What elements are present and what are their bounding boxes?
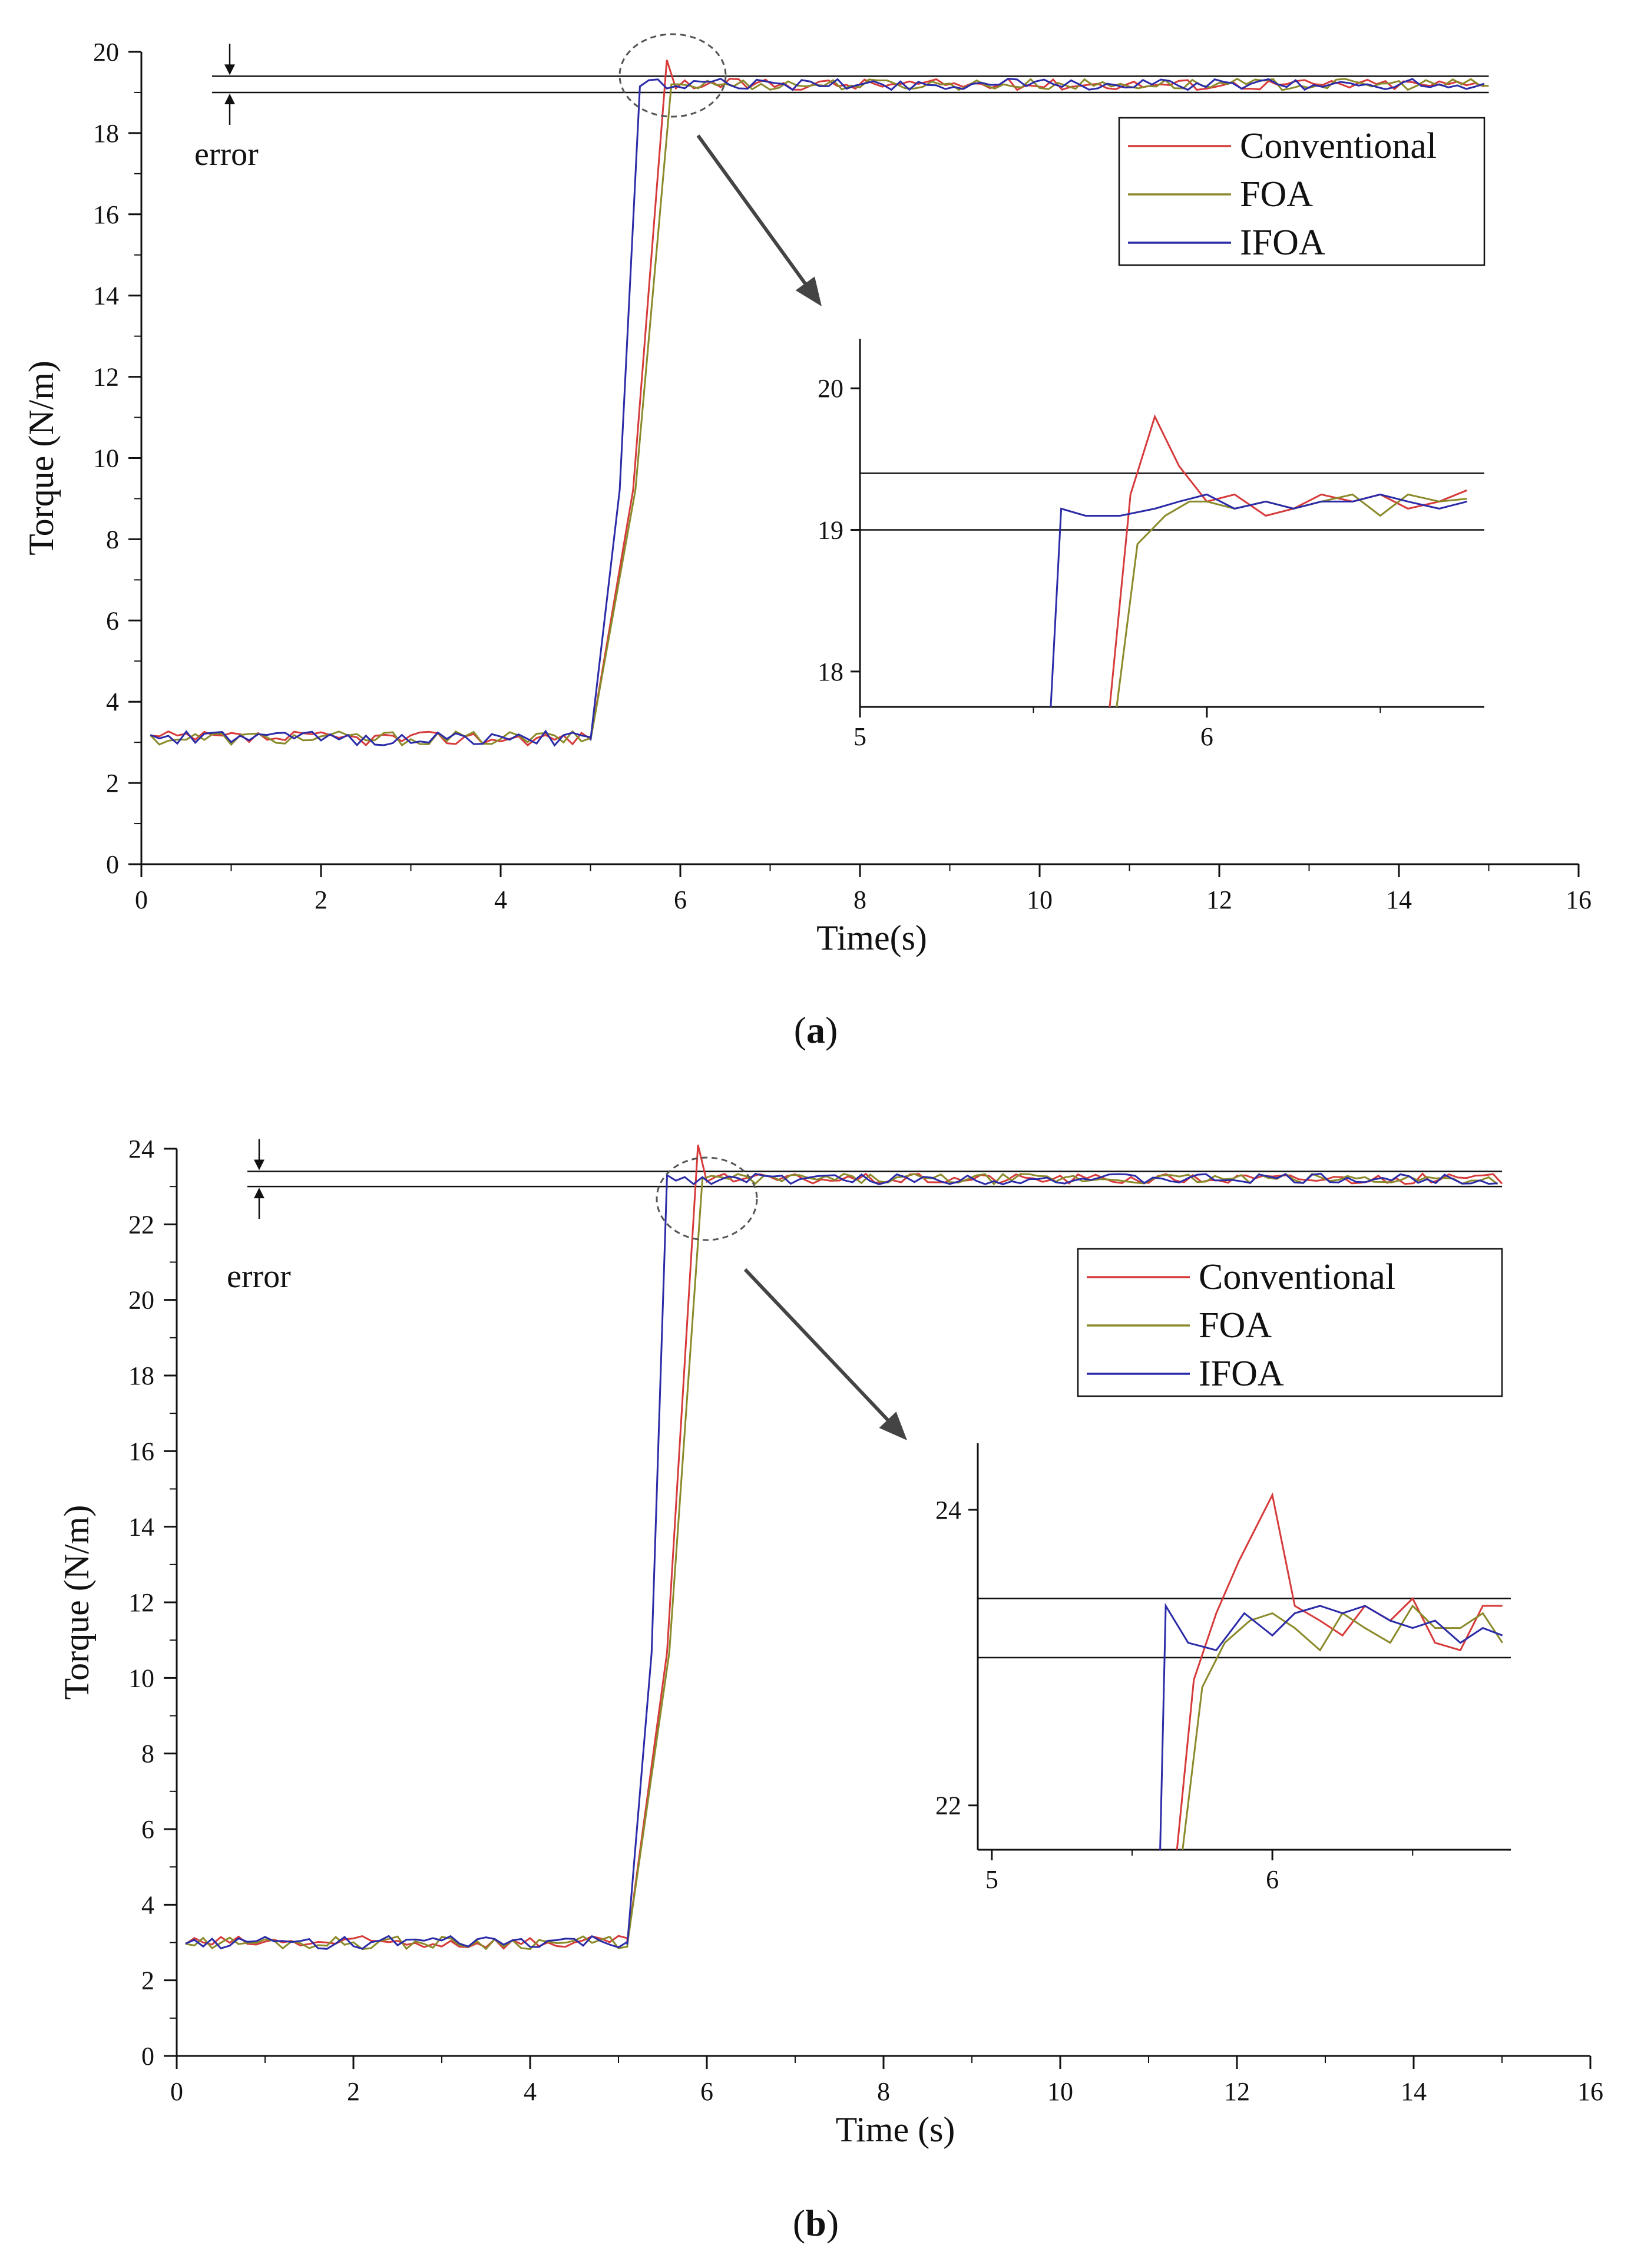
inset-series-line-ifoa bbox=[1050, 493, 1467, 707]
y-tick-label: 10 bbox=[128, 1664, 154, 1692]
y-tick-label: 8 bbox=[106, 525, 119, 554]
inset-series-line-ifoa bbox=[1159, 1602, 1503, 1850]
inset-x-tick-label: 5 bbox=[985, 1865, 998, 1894]
x-tick-label: 10 bbox=[1027, 885, 1053, 914]
inset-series-line-conventional bbox=[1176, 1492, 1503, 1850]
zoom-highlight-ellipse bbox=[656, 1156, 758, 1241]
inset-chart: 5 6 22 24 bbox=[935, 1443, 1511, 1894]
inset-y-tick-label: 22 bbox=[935, 1791, 961, 1820]
legend-box bbox=[1077, 1248, 1503, 1397]
x-tick-label: 8 bbox=[877, 2077, 890, 2106]
y-tick-label: 8 bbox=[141, 1740, 154, 1768]
y-tick-label: 4 bbox=[141, 1890, 154, 1919]
legend-label-foa: FOA bbox=[1240, 174, 1313, 214]
error-arrow-down-head bbox=[254, 1159, 264, 1171]
x-tick-label: 16 bbox=[1566, 885, 1592, 914]
y-tick-label: 6 bbox=[106, 606, 119, 635]
y-tick-label: 18 bbox=[128, 1361, 154, 1390]
x-axis-title: Time(s) bbox=[816, 918, 927, 957]
x-tick-label: 2 bbox=[347, 2077, 360, 2106]
x-tick-label: 10 bbox=[1047, 2077, 1073, 2106]
x-tick-label: 4 bbox=[494, 885, 507, 914]
inset-y-tick-label: 19 bbox=[818, 516, 843, 545]
series-line-conventional bbox=[185, 1145, 1503, 1950]
panel-caption: (b) bbox=[793, 2202, 839, 2244]
chart-panel-a: 0 2 4 6 8 10 12 14 16 0 2 4 6 8 10 12 14 16 18 20 Time(s) Tor… bbox=[22, 33, 1592, 1051]
zoom-arrow-head bbox=[795, 276, 822, 306]
inset-series-line-conventional bbox=[1109, 414, 1468, 707]
inset-series-line-foa bbox=[1182, 1604, 1503, 1850]
zoom-highlight-ellipse bbox=[618, 33, 727, 118]
x-tick-label: 0 bbox=[135, 885, 148, 914]
legend-label-foa: FOA bbox=[1199, 1305, 1272, 1345]
inset-x-tick-label: 6 bbox=[1266, 1865, 1279, 1894]
x-tick-label: 8 bbox=[853, 885, 866, 914]
x-tick-label: 16 bbox=[1577, 2077, 1603, 2106]
inset-series-line-foa bbox=[1116, 493, 1467, 707]
y-tick-label: 20 bbox=[93, 38, 119, 67]
zoom-arrow-shaft bbox=[743, 1268, 896, 1429]
error-arrow-up-head bbox=[224, 93, 235, 104]
legend-label-ifoa: IFOA bbox=[1199, 1354, 1284, 1394]
series-line-ifoa bbox=[150, 78, 1485, 747]
inset-y-tick-label: 20 bbox=[818, 374, 843, 403]
legend-label-ifoa: IFOA bbox=[1240, 223, 1325, 263]
y-axis-title: Torque (N/m) bbox=[22, 361, 61, 556]
x-axis-title: Time (s) bbox=[836, 2110, 955, 2149]
y-tick-label: 12 bbox=[93, 363, 119, 392]
inset-y-tick-label: 24 bbox=[935, 1496, 961, 1525]
y-tick-label: 2 bbox=[106, 769, 119, 798]
x-tick-label: 6 bbox=[674, 885, 687, 914]
y-tick-label: 12 bbox=[128, 1588, 154, 1617]
x-tick-label: 4 bbox=[524, 2077, 537, 2106]
y-tick-label: 14 bbox=[128, 1513, 154, 1542]
y-tick-label: 2 bbox=[141, 1966, 154, 1995]
error-arrow-up-head bbox=[254, 1188, 264, 1199]
y-tick-label: 14 bbox=[93, 282, 119, 310]
error-arrow-down-head bbox=[224, 64, 235, 75]
y-tick-label: 0 bbox=[141, 2042, 154, 2071]
x-tick-label: 0 bbox=[170, 2077, 183, 2106]
inset-x-tick-label: 5 bbox=[853, 722, 866, 751]
y-tick-label: 0 bbox=[106, 850, 119, 879]
inset-chart: 5 6 18 19 20 bbox=[818, 339, 1484, 751]
x-tick-label: 12 bbox=[1224, 2077, 1250, 2106]
panel-caption: (a) bbox=[794, 1009, 838, 1051]
series-line-ifoa bbox=[185, 1172, 1498, 1950]
y-tick-label: 22 bbox=[128, 1210, 154, 1239]
y-tick-label: 6 bbox=[141, 1815, 154, 1844]
x-tick-label: 6 bbox=[700, 2077, 713, 2106]
x-tick-label: 2 bbox=[315, 885, 327, 914]
y-tick-label: 4 bbox=[106, 687, 119, 716]
y-tick-label: 16 bbox=[93, 200, 119, 229]
y-tick-label: 24 bbox=[128, 1135, 154, 1163]
x-tick-label: 14 bbox=[1401, 2077, 1427, 2106]
zoom-arrow-head bbox=[879, 1411, 907, 1440]
y-tick-label: 10 bbox=[93, 444, 119, 473]
inset-y-tick-label: 18 bbox=[818, 657, 843, 686]
x-tick-label: 14 bbox=[1386, 885, 1412, 914]
y-axis-title: Torque (N/m) bbox=[57, 1505, 96, 1700]
error-annotation: error bbox=[227, 1258, 291, 1295]
x-tick-label: 12 bbox=[1206, 885, 1232, 914]
y-tick-label: 16 bbox=[128, 1437, 154, 1466]
inset-x-tick-label: 6 bbox=[1200, 722, 1213, 751]
error-annotation: error bbox=[194, 136, 259, 173]
legend-box bbox=[1118, 117, 1486, 266]
legend-label-conventional: Conventional bbox=[1240, 126, 1437, 166]
y-tick-label: 18 bbox=[93, 119, 119, 148]
y-tick-label: 20 bbox=[128, 1286, 154, 1315]
series-line-conventional bbox=[150, 59, 1485, 747]
zoom-arrow-shaft bbox=[696, 134, 813, 293]
legend-label-conventional: Conventional bbox=[1199, 1257, 1395, 1297]
